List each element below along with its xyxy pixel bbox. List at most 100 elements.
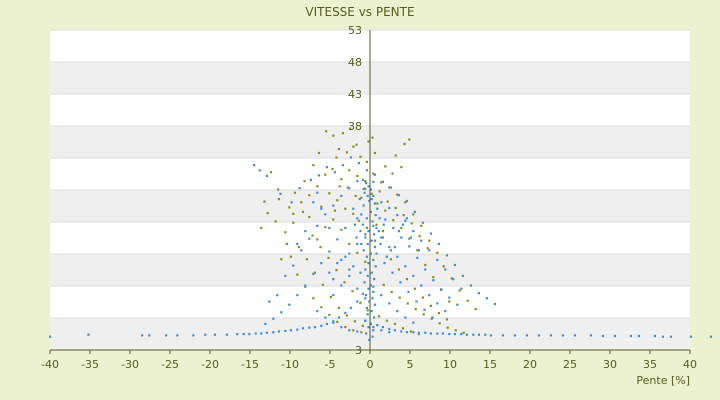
data-point — [141, 334, 144, 337]
data-point — [474, 308, 477, 311]
x-axis-title: Pente [%] — [636, 374, 690, 387]
data-point — [279, 192, 282, 195]
data-point — [477, 333, 480, 336]
data-point — [653, 334, 656, 338]
series-1 — [260, 127, 477, 336]
data-point — [372, 285, 375, 288]
data-point — [296, 328, 299, 331]
data-point — [372, 258, 375, 261]
data-point — [669, 335, 672, 338]
data-point — [344, 226, 347, 229]
data-point — [367, 326, 370, 329]
data-point — [304, 284, 307, 287]
data-point — [253, 164, 256, 167]
data-point — [424, 268, 427, 271]
data-point — [348, 329, 351, 332]
data-point — [360, 331, 363, 334]
data-point — [355, 143, 358, 146]
data-point — [336, 262, 339, 265]
data-point — [325, 166, 328, 169]
data-point — [388, 246, 391, 249]
data-point — [364, 297, 367, 300]
data-point — [404, 316, 407, 319]
data-point — [356, 180, 359, 183]
data-point — [424, 263, 427, 267]
data-point — [371, 136, 374, 139]
data-point — [328, 271, 331, 274]
data-point — [284, 231, 287, 234]
data-point — [370, 192, 373, 195]
data-point — [441, 332, 444, 335]
data-point — [316, 224, 319, 227]
data-point — [421, 221, 424, 224]
data-point — [272, 317, 275, 320]
data-point — [365, 294, 368, 297]
x-tick-label: 20 — [523, 358, 537, 371]
data-point — [380, 329, 383, 332]
data-point — [383, 262, 386, 265]
data-point — [466, 299, 469, 302]
data-point — [340, 178, 343, 181]
data-point — [373, 239, 376, 242]
data-point — [402, 214, 405, 217]
data-point — [242, 333, 245, 336]
data-point — [385, 319, 388, 322]
data-point — [637, 334, 640, 338]
data-point — [357, 219, 360, 222]
data-point — [352, 212, 355, 215]
data-point — [345, 151, 348, 154]
data-point — [409, 236, 412, 239]
data-point — [316, 310, 319, 313]
data-point — [393, 329, 396, 332]
data-point — [407, 290, 410, 293]
data-point — [308, 237, 311, 240]
data-point — [277, 188, 280, 191]
data-point — [367, 140, 370, 143]
data-point — [392, 219, 395, 222]
data-point — [305, 258, 308, 261]
data-point — [332, 320, 335, 323]
data-point — [345, 314, 348, 317]
data-point — [365, 332, 368, 335]
data-point — [356, 287, 359, 290]
data-point — [325, 130, 328, 133]
data-point — [359, 301, 362, 304]
data-point — [277, 198, 280, 201]
data-point — [368, 338, 371, 341]
data-point — [313, 271, 316, 274]
x-tick-label: -15 — [241, 358, 259, 371]
data-point — [416, 256, 419, 259]
data-point — [377, 230, 380, 233]
data-point — [462, 331, 465, 334]
data-point — [301, 327, 304, 330]
x-tick-label: 40 — [683, 358, 697, 371]
data-point — [440, 288, 443, 291]
data-point — [373, 278, 376, 281]
data-point — [561, 334, 564, 337]
data-point — [372, 172, 375, 175]
data-point — [452, 278, 455, 281]
data-point — [432, 276, 435, 279]
data-point — [300, 201, 303, 204]
data-point — [337, 306, 340, 309]
data-point — [375, 226, 378, 229]
data-point — [448, 296, 451, 299]
data-point — [412, 331, 415, 334]
data-point — [376, 207, 379, 210]
data-point — [336, 320, 339, 323]
data-point — [430, 317, 433, 320]
data-point — [465, 333, 468, 336]
data-point — [364, 236, 367, 239]
data-point — [389, 249, 392, 252]
data-point — [408, 237, 411, 240]
data-point — [388, 302, 391, 305]
data-point — [290, 201, 293, 204]
data-point — [445, 254, 448, 257]
data-point — [365, 306, 368, 309]
data-point — [236, 333, 239, 336]
data-point — [385, 255, 388, 258]
data-point — [337, 148, 340, 151]
data-point — [320, 324, 323, 327]
data-point — [265, 174, 268, 178]
